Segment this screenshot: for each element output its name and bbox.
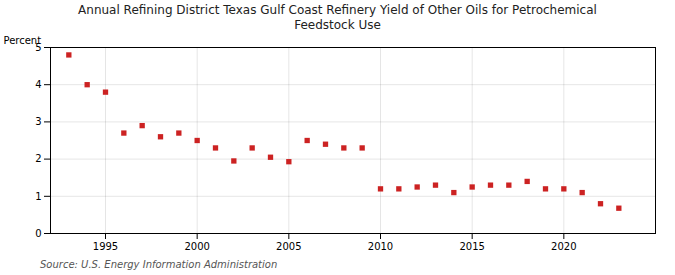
svg-text:3: 3 (35, 116, 41, 127)
svg-text:2: 2 (35, 153, 41, 164)
html-text:Annual Refining District Texas: Annual Refining District Texas Gulf Coas… (78, 3, 597, 32)
svg-text:1: 1 (35, 191, 41, 202)
svg-text:1995: 1995 (93, 241, 118, 252)
svg-text:2020: 2020 (551, 241, 576, 252)
svg-text:0: 0 (35, 228, 41, 239)
svg-text:5: 5 (35, 41, 42, 53)
svg-text:2000: 2000 (184, 241, 209, 252)
svg-text:4: 4 (35, 79, 41, 90)
html-text:Source: U.S. Energy Informatio: Source: U.S. Energy Information Administ… (40, 259, 278, 270)
svg-text:2010: 2010 (368, 241, 393, 252)
svg-text:2005: 2005 (276, 241, 301, 252)
svg-text:Percent: Percent (4, 35, 42, 46)
svg-text:2015: 2015 (459, 241, 484, 252)
